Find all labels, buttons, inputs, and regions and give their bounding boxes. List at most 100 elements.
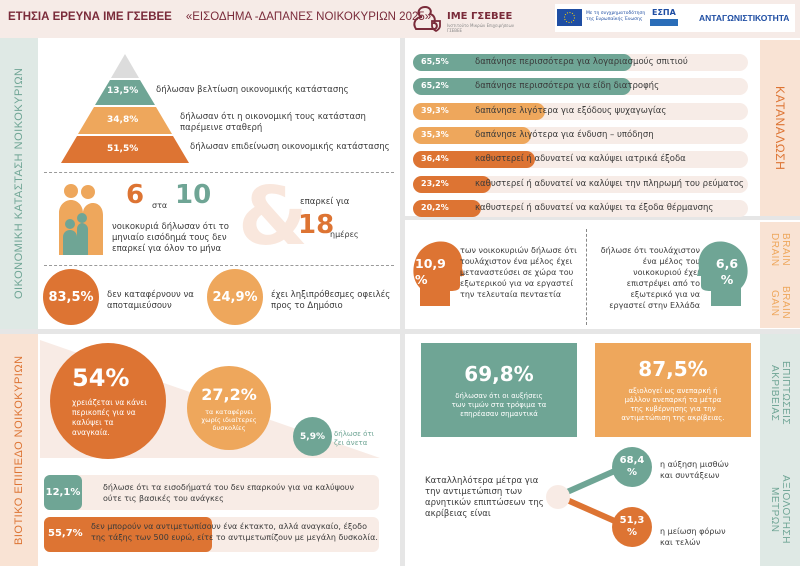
section-label-brain: BRAIN DRAIN BRAIN GAIN <box>760 222 800 328</box>
manages-text: τα καταφέρνει χωρίς ιδιαίτερες δυσκολίες <box>201 407 257 432</box>
ime-logo-name: ΙΜΕ ΓΣΕΒΕΕ <box>447 11 513 22</box>
consumption-bar-fill <box>413 175 491 193</box>
savings-text: δεν καταφέρνουν να αποταμιεύσουν <box>107 290 194 311</box>
divider <box>0 329 800 334</box>
comfortable-text: δήλωσε ότι ζει άνετα <box>334 430 375 447</box>
measures-text: αξιολογεί ως ανεπαρκή ή μάλλον ανεπαρκή … <box>621 387 725 422</box>
food-prices-text: δήλωσαν ότι οι αυξήσεις των τιμών στα τρ… <box>451 391 547 418</box>
consumption-bar-row: 36,4% καθυστερεί ή αδυνατεί να καλύψει ια… <box>413 151 748 169</box>
page-title: ΕΤΗΣΙΑ ΕΡΕΥΝΑ ΙΜΕ ΓΣΕΒΕΕ «ΕΙΣΟΔΗΜΑ -ΔΑΠΑΝ… <box>8 11 431 23</box>
savings-value: 83,5% <box>48 289 94 305</box>
consumption-bar-fill <box>413 126 532 144</box>
head-drain-icon <box>413 241 464 306</box>
eu-text: Με τη συγχρηματοδότηση της Ευρωπαϊκής Έν… <box>586 11 646 22</box>
consumption-bar-label: καθυστερεί ή αδυνατεί να καλύψει τα έξοδ… <box>475 202 714 213</box>
espa-bar-icon <box>650 19 678 26</box>
emergency-bar <box>44 517 213 552</box>
manages-circle: 27,2% τα καταφέρνει χωρίς ιδιαίτερες δυσκ… <box>187 366 271 450</box>
pyramid-tier-worse <box>61 136 189 163</box>
measures-intro: Καταλληλότερα μέτρα για την αντιμετώπιση… <box>425 476 544 519</box>
basic-needs-badge: 12,1% <box>44 475 82 510</box>
taxes-value: 51,3 % <box>619 515 645 538</box>
measures-value: 87,5% <box>638 357 708 381</box>
consumption-bar-label: καθυστερεί ή αδυνατεί να καλύψει την πλη… <box>475 178 744 189</box>
food-prices-value: 69,8% <box>464 361 534 386</box>
program-logo: ΑΝΤΑΓΩΝΙΣΤΙΚΟΤΗΤΑ <box>699 13 790 23</box>
consumption-bar-label: καθυστερεί ή αδυνατεί να καλύψει ιατρικά… <box>475 154 686 165</box>
pyramid-label: δήλωσαν βελτίωση οικονομικής κατάστασης <box>156 85 349 95</box>
consumption-bar-fill <box>413 78 632 96</box>
pyramid-value: 51,5% <box>107 144 139 154</box>
head-gain-icon <box>697 241 748 306</box>
dashed-divider <box>44 172 394 173</box>
inflation-label-1: ΕΠΙΠΤΩΣΕΙΣ ΑΚΡΙΒΕΙΑΣ <box>769 361 791 426</box>
wages-text: η αύξηση μισθών και συντάξεων <box>660 460 729 480</box>
cuts-value: 54% <box>72 364 130 392</box>
consumption-bar-row: 65,2% δαπάνησε περισσότερα για είδη διατρ… <box>413 78 748 96</box>
survey-name: ΕΤΗΣΙΑ ΕΡΕΥΝΑ ΙΜΕ ΓΣΕΒΕΕ <box>8 11 172 23</box>
consumption-bar-row: 65,5% δαπάνησε περισσότερα για λογαριασμο… <box>413 54 748 71</box>
espa-logo: ΕΣΠΑ <box>652 8 676 17</box>
pyramid-label: δήλωσαν επιδείνωση οικονομικής κατάσταση… <box>190 142 390 152</box>
ampersand: & <box>238 170 308 263</box>
taxes-circle: 51,3 % <box>612 507 652 547</box>
pyramid-label: δήλωσαν ότι η οικονομική τους κατάσταση … <box>180 112 366 133</box>
section-label-consumption: ΚΑΤΑΝΑΛΩΣΗ <box>760 40 800 216</box>
section-label-inflation: ΕΠΙΠΤΩΣΕΙΣ ΑΚΡΙΒΕΙΑΣ ΑΞΙΟΛΟΓΗΣΗ ΜΕΤΡΩΝ <box>760 334 800 566</box>
debts-circle: 24,9% <box>207 269 263 325</box>
consumption-bar-row: 39,3% δαπάνησε λιγότερα για εξόδους ψυχαγ… <box>413 102 748 120</box>
pyramid-value: 34,8% <box>107 115 139 125</box>
consumption-bar-value: 35,3% <box>421 129 449 139</box>
drain-value: 10,9 % <box>415 256 446 287</box>
pyramid-tier-stable <box>78 107 172 134</box>
inflation-label-2: ΑΞΙΟΛΟΓΗΣΗ ΜΕΤΡΩΝ <box>769 474 791 544</box>
savings-circle: 83,5% <box>43 269 99 325</box>
consumption-bar-fill <box>413 151 535 169</box>
divider <box>405 216 800 220</box>
wages-circle: 68,4 % <box>612 447 652 487</box>
consumption-bar-row: 23,2% καθυστερεί ή αδυνατεί να καλύψει τη… <box>413 175 748 193</box>
consumption-bar-row: 35,3% δαπάνησε λιγότερα για ένδυση – υπόδ… <box>413 126 748 144</box>
consumption-bar-value: 20,2% <box>421 202 449 212</box>
ime-logo-sub: Ινστιτούτο Μικρών Επιχειρήσεων ΓΣΕΒΕΕ <box>447 23 515 33</box>
manages-value: 27,2% <box>201 384 257 404</box>
consumption-bar-fill <box>413 54 633 71</box>
dashed-divider <box>586 229 587 325</box>
comfortable-value: 5,9% <box>300 431 325 442</box>
brain-drain-label: BRAIN DRAIN <box>769 233 791 267</box>
suffices-label: επαρκεί για <box>300 197 350 207</box>
consumption-bar-value: 39,3% <box>421 105 449 115</box>
gain-text: δήλωσε ότι τουλάχιστον ένα μέλος του νοι… <box>600 246 700 310</box>
brain-gain-label: BRAIN GAIN <box>769 286 791 320</box>
consumption-bar-fill <box>413 199 481 217</box>
pyramid-chart <box>61 54 189 163</box>
ratio-a: 6 <box>126 180 145 210</box>
emergency-text: δεν μπορούν να αντιμετωπίσουν ένα έκτακτ… <box>91 522 378 542</box>
eu-flag-icon <box>557 9 582 26</box>
consumption-bar-value: 23,2% <box>421 178 449 188</box>
consumption-bar-row: 20,2% καθυστερεί ή αδυνατεί να καλύψει τα… <box>413 199 748 217</box>
ratio-text: νοικοκυριά δήλωσαν ότι το μηνιαίο εισόδη… <box>112 222 229 254</box>
debts-value: 24,9% <box>212 289 258 305</box>
consumption-bar-value: 65,5% <box>421 57 449 66</box>
family-icon <box>59 184 103 255</box>
cuts-text: χρειάζεται να κάνει περικοπές για να καλ… <box>72 398 147 437</box>
pyramid-tier-improved <box>95 80 155 105</box>
consumption-bar-value: 36,4% <box>421 154 449 164</box>
drain-text: των νοικοκυριών δήλωσε ότι τουλάχιστον έ… <box>460 246 577 299</box>
days-value: 18 <box>298 210 335 240</box>
survey-title: «ΕΙΣΟΔΗΜΑ -ΔΑΠΑΝΕΣ ΝΟΙΚΟΚΥΡΙΩΝ 2025» <box>185 11 432 23</box>
basic-needs-text: δήλωσε ότι τα εισοδήματά του δεν επαρκού… <box>103 483 354 503</box>
consumption-bar-label: δαπάνησε περισσότερα για είδη διατροφής <box>475 81 660 92</box>
ratio-b: 10 <box>175 180 212 210</box>
divider <box>400 38 405 566</box>
debts-text: έχει ληξιπρόθεσμες οφειλές προς το Δημόσ… <box>271 290 391 311</box>
comfortable-circle: 5,9% <box>293 417 332 456</box>
section-label-financial: ΟΙΚΟΝΟΜΙΚΗ ΚΑΤΑΣΤΑΣΗ ΝΟΙΚΟΚΥΡΙΩΝ <box>0 38 38 329</box>
cuts-circle: 54% χρειάζεται να κάνει περικοπές για να … <box>50 343 166 459</box>
wages-value: 68,4 % <box>619 455 645 478</box>
days-unit: ημέρες <box>330 230 359 239</box>
measures-box: 87,5% αξιολογεί ως ανεπαρκή ή μάλλον ανεπ… <box>595 343 751 437</box>
ratio-word: στα <box>152 201 168 210</box>
consumption-bar-label: δαπάνησε περισσότερα για λογαριασμούς σπ… <box>475 57 688 67</box>
